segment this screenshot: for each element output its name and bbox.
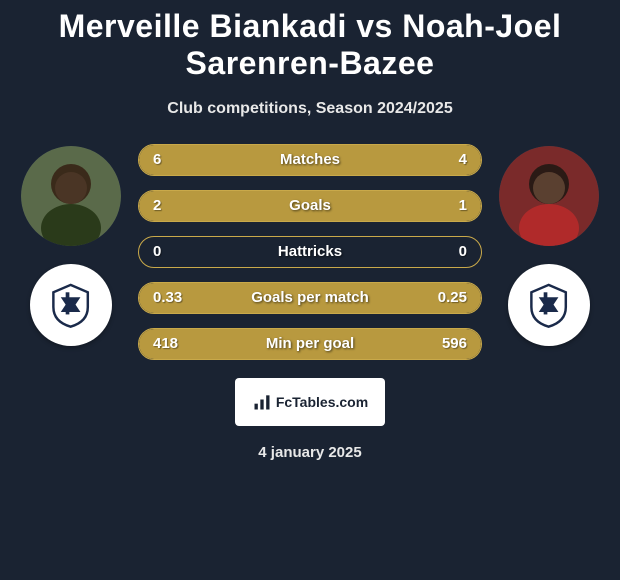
stat-value-right: 1	[459, 197, 467, 214]
stat-value-right: 0.25	[438, 289, 467, 306]
page-title: Merveille Biankadi vs Noah-Joel Sarenren…	[10, 0, 610, 86]
stat-label: Min per goal	[139, 335, 481, 352]
comparison-card: Merveille Biankadi vs Noah-Joel Sarenren…	[0, 0, 620, 461]
person-icon	[21, 146, 121, 246]
person-icon	[499, 146, 599, 246]
stat-label: Matches	[139, 151, 481, 168]
stats-column: 6Matches4 2Goals1 0Hattricks0 0.33Goals per…	[126, 138, 494, 360]
brand-label: FcTables.com	[276, 394, 368, 410]
left-player-avatar	[21, 146, 121, 246]
stat-bar: 2Goals1	[138, 190, 482, 222]
right-player-avatar	[499, 146, 599, 246]
stat-bar: 0.33Goals per match0.25	[138, 282, 482, 314]
stat-label: Hattricks	[139, 243, 481, 260]
stat-bar: 6Matches4	[138, 144, 482, 176]
stat-label: Goals per match	[139, 289, 481, 306]
subtitle: Club competitions, Season 2024/2025	[10, 100, 610, 118]
stat-value-right: 4	[459, 151, 467, 168]
club-crest-icon	[46, 280, 95, 329]
chart-icon	[252, 392, 272, 412]
right-player-column	[494, 138, 604, 346]
stat-value-right: 0	[459, 243, 467, 260]
brand-badge[interactable]: FcTables.com	[235, 378, 385, 426]
club-crest-icon	[524, 280, 573, 329]
left-club-badge	[30, 264, 112, 346]
date-label: 4 january 2025	[10, 444, 610, 461]
stat-bar: 0Hattricks0	[138, 236, 482, 268]
comparison-body: 6Matches4 2Goals1 0Hattricks0 0.33Goals per…	[10, 138, 610, 360]
right-club-badge	[508, 264, 590, 346]
stat-value-right: 596	[442, 335, 467, 352]
stat-bar: 418Min per goal596	[138, 328, 482, 360]
left-player-column	[16, 138, 126, 346]
stat-label: Goals	[139, 197, 481, 214]
